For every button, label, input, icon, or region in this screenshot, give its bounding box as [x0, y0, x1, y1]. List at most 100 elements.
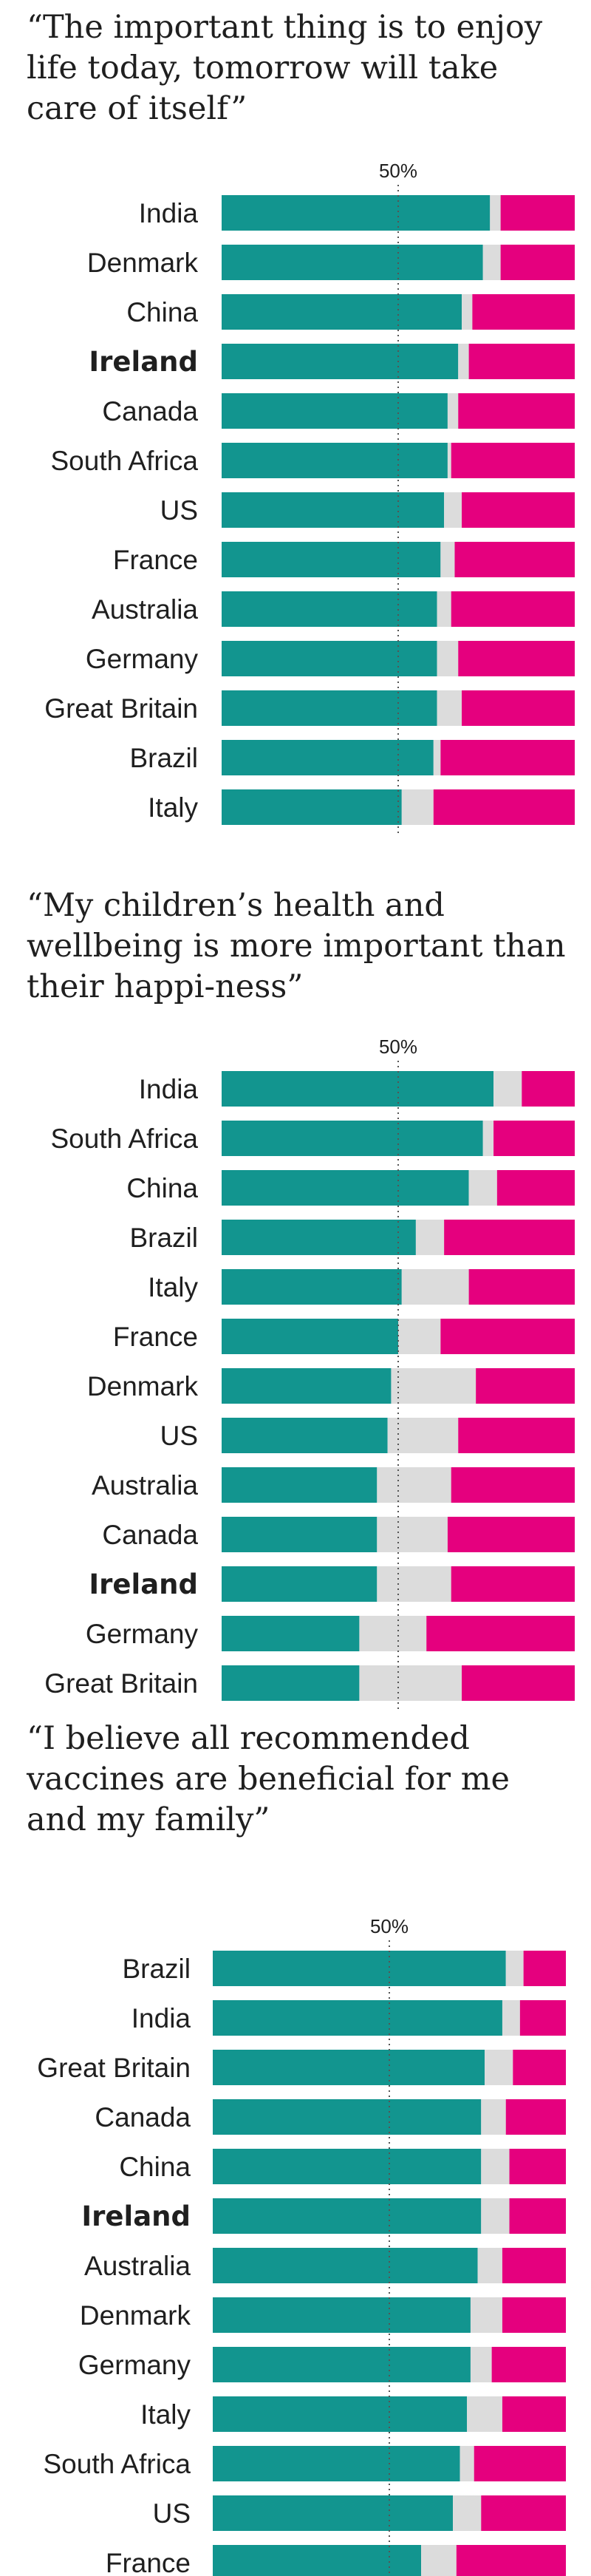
bar-segment-disagree — [493, 1121, 575, 1156]
bar-segment-disagree — [458, 1418, 575, 1453]
bar-segment-disagree — [502, 2297, 566, 2333]
category-label: Great Britain — [44, 1668, 198, 1699]
bar-segment-agree — [222, 1170, 469, 1206]
bar-segment-neutral — [421, 2545, 457, 2576]
bar-segment-agree — [222, 245, 483, 280]
bar-segment-agree — [222, 1566, 378, 1602]
bar-segment-agree — [222, 542, 441, 577]
bar-segment-agree — [213, 2050, 485, 2085]
bar-segment-disagree — [522, 1071, 575, 1107]
bar-segment-disagree — [513, 2050, 566, 2085]
bar-segment-disagree — [426, 1616, 575, 1651]
midline-label: 50% — [370, 1915, 409, 1937]
bar-segment-disagree — [447, 1517, 575, 1552]
bar-segment-neutral — [377, 1467, 451, 1503]
category-label: Denmark — [87, 1371, 199, 1401]
category-label: Australia — [92, 594, 198, 625]
category-label: Ireland — [81, 2201, 191, 2232]
bar-segment-neutral — [453, 2495, 482, 2531]
bar-segment-neutral — [377, 1566, 451, 1602]
bar-segment-neutral — [359, 1616, 427, 1651]
bar-segment-disagree — [458, 393, 575, 429]
bar-segment-neutral — [440, 542, 455, 577]
bar-segment-agree — [222, 344, 459, 379]
bar-segment-neutral — [485, 2050, 513, 2085]
bar-segment-agree — [213, 2495, 454, 2531]
bar-segment-disagree — [454, 542, 575, 577]
bar-segment-disagree — [481, 2495, 566, 2531]
bar-segment-disagree — [472, 294, 575, 330]
category-label: Germany — [86, 644, 199, 674]
category-label: China — [126, 297, 198, 327]
bar-segment-agree — [222, 1517, 378, 1552]
bar-segment-disagree — [451, 1566, 575, 1602]
bar-segment-agree — [222, 1071, 494, 1107]
bar-segment-neutral — [447, 443, 451, 478]
category-label: Germany — [78, 2350, 191, 2380]
bar-segment-neutral — [460, 2446, 474, 2481]
category-label: South Africa — [43, 2449, 191, 2479]
bar-segment-agree — [213, 1951, 506, 1986]
bar-segment-agree — [213, 2000, 502, 2036]
bar-segment-neutral — [359, 1665, 462, 1701]
category-label: France — [113, 1322, 198, 1352]
bar-segment-agree — [213, 2396, 468, 2432]
bar-segment-neutral — [481, 2198, 510, 2234]
category-label: France — [106, 2548, 191, 2576]
bar-segment-neutral — [401, 1269, 469, 1305]
chart-2-title: “My children’s health and wellbeing is m… — [27, 887, 566, 1005]
bar-segment-neutral — [387, 1418, 459, 1453]
chart-1-title: “The important thing is to enjoy life to… — [27, 9, 543, 127]
bar-segment-agree — [222, 1467, 378, 1503]
category-label: Brazil — [129, 743, 198, 773]
bar-segment-agree — [213, 2347, 471, 2382]
bar-segment-neutral — [401, 789, 434, 825]
bar-segment-disagree — [496, 1170, 575, 1206]
chart-1: 50% India Denmark China Ireland Canada South A… — [44, 160, 575, 835]
category-label: Australia — [92, 1470, 198, 1501]
bar-segment-agree — [222, 789, 402, 825]
bar-segment-disagree — [468, 1269, 575, 1305]
bar-segment-agree — [222, 591, 437, 627]
bar-segment-disagree — [433, 789, 575, 825]
midline-label: 50% — [379, 1036, 417, 1058]
category-label: Canada — [102, 396, 198, 426]
bar-segment-agree — [213, 2099, 482, 2135]
bar-segment-agree — [213, 2248, 478, 2283]
bar-segment-disagree — [502, 2248, 566, 2283]
category-label: Australia — [84, 2251, 191, 2281]
bar-segment-disagree — [462, 690, 575, 726]
bar-segment-disagree — [468, 344, 575, 379]
bar-segment-disagree — [462, 492, 575, 528]
bar-segment-disagree — [509, 2149, 566, 2184]
category-label: Ireland — [89, 1569, 198, 1600]
bar-segment-neutral — [462, 294, 473, 330]
bar-segment-neutral — [490, 195, 501, 231]
category-label: Italy — [148, 792, 198, 823]
category-label: Great Britain — [44, 693, 198, 724]
bar-segment-neutral — [391, 1368, 476, 1404]
bar-segment-neutral — [415, 1220, 445, 1255]
bar-segment-neutral — [437, 591, 451, 627]
category-label: Ireland — [89, 346, 198, 378]
category-label: Canada — [102, 1520, 198, 1550]
bar-segment-disagree — [500, 245, 575, 280]
chart-3-title: “I believe all recommended vaccines are … — [27, 1720, 510, 1838]
bar-segment-disagree — [458, 641, 575, 676]
bar-segment-disagree — [505, 2099, 566, 2135]
bar-segment-agree — [222, 1418, 388, 1453]
bar-segment-agree — [222, 740, 434, 775]
bar-segment-neutral — [482, 1121, 494, 1156]
chart-2: 50% India South Africa China Brazil Italy Fran… — [44, 1036, 575, 1711]
bar-segment-disagree — [451, 591, 575, 627]
bar-segment-disagree — [444, 1220, 575, 1255]
bar-segment-agree — [222, 641, 437, 676]
bar-segment-agree — [222, 1665, 360, 1701]
bar-segment-agree — [213, 2198, 482, 2234]
bar-segment-disagree — [456, 2545, 566, 2576]
bar-segment-agree — [222, 1368, 392, 1404]
category-label: South Africa — [50, 1124, 198, 1154]
category-label: France — [113, 545, 198, 575]
bar-segment-neutral — [398, 1319, 441, 1354]
category-label: Denmark — [87, 248, 199, 278]
